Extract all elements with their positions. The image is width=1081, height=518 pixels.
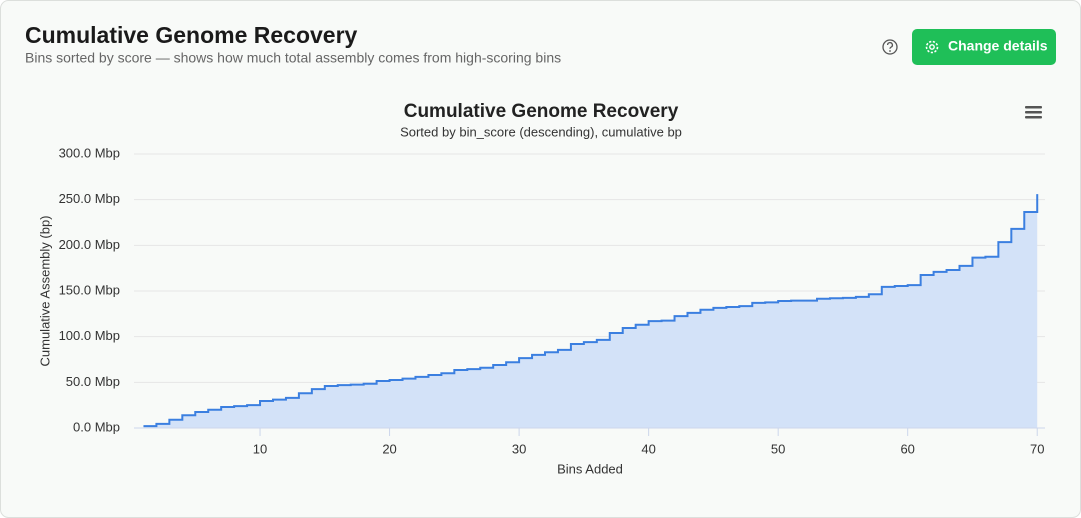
chart-subtitle: Sorted by bin_score (descending), cumula… — [400, 124, 682, 139]
x-tick-label: 60 — [900, 441, 914, 456]
y-tick-label: 300.0 Mbp — [59, 145, 120, 160]
page-title: Cumulative Genome Recovery — [25, 22, 358, 48]
y-tick-label: 100.0 Mbp — [59, 328, 120, 343]
x-tick-label: 30 — [512, 441, 526, 456]
x-axis-title: Bins Added — [557, 461, 623, 476]
y-axis-title: Cumulative Assembly (bp) — [37, 216, 52, 367]
menu-bar[interactable] — [1025, 106, 1042, 109]
x-tick-label: 50 — [771, 441, 785, 456]
change-details-button[interactable]: Change details — [912, 29, 1056, 65]
chart-menu[interactable] — [1025, 106, 1042, 119]
button-background[interactable] — [912, 29, 1056, 65]
x-tick-label: 10 — [253, 441, 267, 456]
help-dot[interactable] — [889, 50, 891, 52]
gear-hub[interactable] — [929, 44, 935, 50]
menu-bar[interactable] — [1025, 116, 1042, 119]
help-glyph[interactable] — [886, 41, 894, 49]
y-tick-label: 50.0 Mbp — [66, 374, 120, 389]
gear-icon[interactable] — [925, 40, 939, 54]
help-circle[interactable] — [882, 39, 898, 55]
help-icon[interactable] — [882, 39, 898, 55]
area-fill — [143, 194, 1038, 428]
y-tick-label: 250.0 Mbp — [59, 191, 120, 206]
y-tick-label: 200.0 Mbp — [59, 237, 120, 252]
y-tick-label: 150.0 Mbp — [59, 282, 120, 297]
page-subtitle: Bins sorted by score — shows how much to… — [25, 50, 561, 66]
x-tick-label: 70 — [1030, 441, 1044, 456]
button-label[interactable]: Change details — [948, 38, 1048, 54]
menu-bar[interactable] — [1025, 111, 1042, 114]
x-tick-label: 20 — [382, 441, 396, 456]
step-line — [143, 194, 1039, 428]
x-tick-label: 40 — [641, 441, 655, 456]
y-tick-label: 0.0 Mbp — [73, 419, 120, 434]
chart-title: Cumulative Genome Recovery — [404, 101, 679, 122]
